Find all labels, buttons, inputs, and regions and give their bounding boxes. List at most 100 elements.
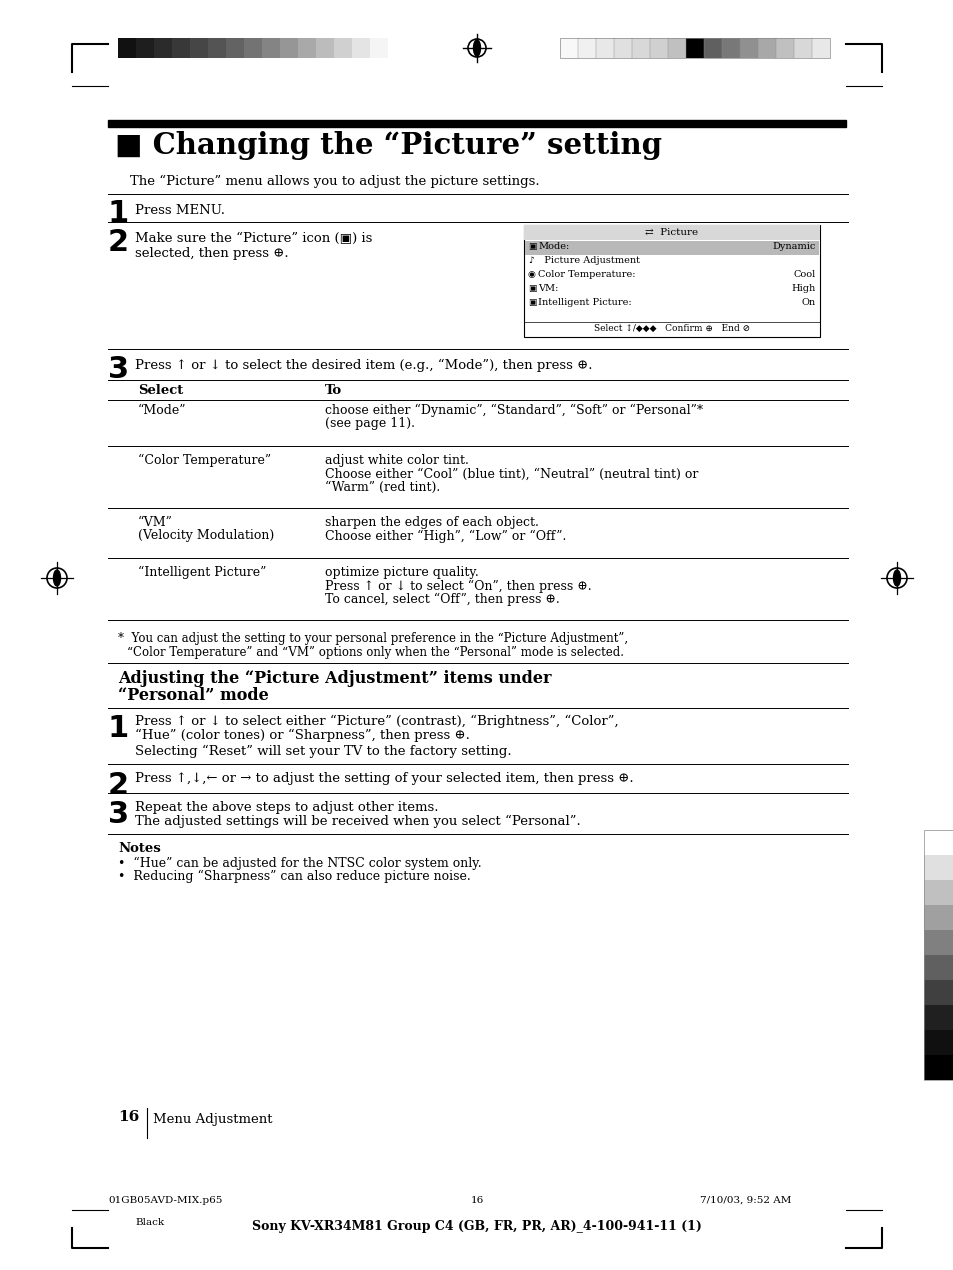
Text: sharpen the edges of each object.: sharpen the edges of each object. [325, 516, 538, 530]
Bar [352, 38, 370, 58]
Text: 1: 1 [108, 199, 129, 229]
Bar [315, 38, 334, 58]
Text: 7/10/03, 9:52 AM: 7/10/03, 9:52 AM [700, 1196, 791, 1205]
Bar [226, 38, 244, 58]
Bar [523, 225, 820, 240]
Text: Press ↑,↓,← or → to adjust the setting of your selected item, then press ⊕.: Press ↑,↓,← or → to adjust the setting o… [135, 772, 633, 785]
Bar [370, 38, 388, 58]
Bar [740, 38, 758, 58]
Text: “Color Temperature” and “VM” options only when the “Personal” mode is selected.: “Color Temperature” and “VM” options onl… [127, 646, 623, 659]
Bar [775, 38, 793, 58]
Text: The “Picture” menu allows you to adjust the picture settings.: The “Picture” menu allows you to adjust … [130, 175, 539, 188]
Text: Picture Adjustment: Picture Adjustment [537, 257, 639, 265]
Bar [614, 38, 631, 58]
Text: VM:: VM: [537, 284, 558, 293]
Text: Make sure the “Picture” icon (▣) is: Make sure the “Picture” icon (▣) is [135, 232, 372, 245]
Text: 3: 3 [108, 800, 129, 829]
Bar [721, 38, 740, 58]
Bar [923, 930, 953, 955]
Bar [923, 831, 953, 1080]
Bar [923, 1005, 953, 1030]
Bar [280, 38, 297, 58]
Bar [262, 38, 280, 58]
Text: Intelligent Picture:: Intelligent Picture: [537, 298, 631, 307]
Bar [923, 906, 953, 930]
Ellipse shape [473, 39, 480, 56]
Text: Select: Select [138, 384, 183, 398]
Text: (see page 11).: (see page 11). [325, 418, 415, 431]
Ellipse shape [53, 570, 60, 585]
Bar [559, 38, 829, 58]
Text: 2: 2 [108, 229, 129, 257]
Bar [923, 980, 953, 1005]
Bar [559, 38, 578, 58]
Text: Choose either “High”, “Low” or “Off”.: Choose either “High”, “Low” or “Off”. [325, 530, 566, 542]
Text: ◉: ◉ [527, 271, 536, 279]
Bar [190, 38, 208, 58]
Text: Press ↑ or ↓ to select “On”, then press ⊕.: Press ↑ or ↓ to select “On”, then press … [325, 579, 591, 593]
Text: Color Temperature:: Color Temperature: [537, 271, 635, 279]
Text: Selecting “Reset” will set your TV to the factory setting.: Selecting “Reset” will set your TV to th… [135, 745, 511, 758]
Text: 16: 16 [118, 1110, 139, 1124]
Text: ▣: ▣ [527, 284, 536, 293]
Text: *  You can adjust the setting to your personal preference in the “Picture Adjust: * You can adjust the setting to your per… [118, 632, 627, 645]
Text: adjust white color tint.: adjust white color tint. [325, 453, 468, 467]
Bar [578, 38, 596, 58]
Text: Press MENU.: Press MENU. [135, 204, 225, 217]
Text: Sony KV-XR34M81 Group C4 (GB, FR, PR, AR)_4-100-941-11 (1): Sony KV-XR34M81 Group C4 (GB, FR, PR, AR… [252, 1220, 701, 1233]
Text: ▣: ▣ [527, 243, 536, 251]
Bar [524, 241, 818, 255]
Text: “Mode”: “Mode” [138, 404, 186, 417]
Text: To: To [325, 384, 342, 398]
Text: Cool: Cool [793, 271, 815, 279]
Text: ■ Changing the “Picture” setting: ■ Changing the “Picture” setting [115, 131, 661, 160]
Bar [172, 38, 190, 58]
Bar [244, 38, 262, 58]
Text: •  “Hue” can be adjusted for the NTSC color system only.: • “Hue” can be adjusted for the NTSC col… [118, 857, 481, 870]
Text: “Color Temperature”: “Color Temperature” [138, 453, 271, 467]
Bar [136, 38, 153, 58]
Text: Choose either “Cool” (blue tint), “Neutral” (neutral tint) or: Choose either “Cool” (blue tint), “Neutr… [325, 467, 698, 480]
Bar [923, 955, 953, 980]
Text: selected, then press ⊕.: selected, then press ⊕. [135, 246, 289, 260]
Text: Black: Black [135, 1218, 164, 1227]
Bar [703, 38, 721, 58]
Text: 16: 16 [470, 1196, 483, 1205]
Bar [667, 38, 685, 58]
Text: “VM”: “VM” [138, 516, 172, 530]
Text: 01GB05AVD-MIX.p65: 01GB05AVD-MIX.p65 [108, 1196, 222, 1205]
Bar [596, 38, 614, 58]
Text: “Intelligent Picture”: “Intelligent Picture” [138, 566, 266, 579]
Text: Select ↕/◆◆◆   Confirm ⊕   End ⊘: Select ↕/◆◆◆ Confirm ⊕ End ⊘ [594, 324, 749, 333]
Bar [793, 38, 811, 58]
Text: 2: 2 [108, 771, 129, 800]
Text: 1: 1 [108, 714, 129, 743]
Text: 3: 3 [108, 356, 129, 384]
Text: choose either “Dynamic”, “Standard”, “Soft” or “Personal”*: choose either “Dynamic”, “Standard”, “So… [325, 404, 702, 418]
Text: ▣: ▣ [527, 298, 536, 307]
Text: To cancel, select “Off”, then press ⊕.: To cancel, select “Off”, then press ⊕. [325, 593, 559, 606]
Text: Repeat the above steps to adjust other items.: Repeat the above steps to adjust other i… [135, 801, 438, 814]
Text: Menu Adjustment: Menu Adjustment [152, 1113, 273, 1126]
Bar [631, 38, 649, 58]
Bar [649, 38, 667, 58]
Text: “Personal” mode: “Personal” mode [118, 687, 269, 704]
Text: Adjusting the “Picture Adjustment” items under: Adjusting the “Picture Adjustment” items… [118, 671, 551, 687]
Bar [297, 38, 315, 58]
Bar [208, 38, 226, 58]
Text: “Warm” (red tint).: “Warm” (red tint). [325, 481, 439, 494]
Bar [153, 38, 172, 58]
Text: ⇄  Picture: ⇄ Picture [645, 227, 698, 236]
Text: On: On [801, 298, 815, 307]
Bar [758, 38, 775, 58]
Bar [108, 119, 845, 127]
Text: “Hue” (color tones) or “Sharpness”, then press ⊕.: “Hue” (color tones) or “Sharpness”, then… [135, 729, 470, 742]
Text: Notes: Notes [118, 842, 161, 855]
Text: The adjusted settings will be received when you select “Personal”.: The adjusted settings will be received w… [135, 815, 580, 828]
Text: Mode:: Mode: [537, 243, 569, 251]
Text: High: High [791, 284, 815, 293]
Text: Press ↑ or ↓ to select either “Picture” (contrast), “Brightness”, “Color”,: Press ↑ or ↓ to select either “Picture” … [135, 715, 618, 728]
Ellipse shape [893, 570, 900, 585]
Bar [923, 831, 953, 855]
Bar [334, 38, 352, 58]
